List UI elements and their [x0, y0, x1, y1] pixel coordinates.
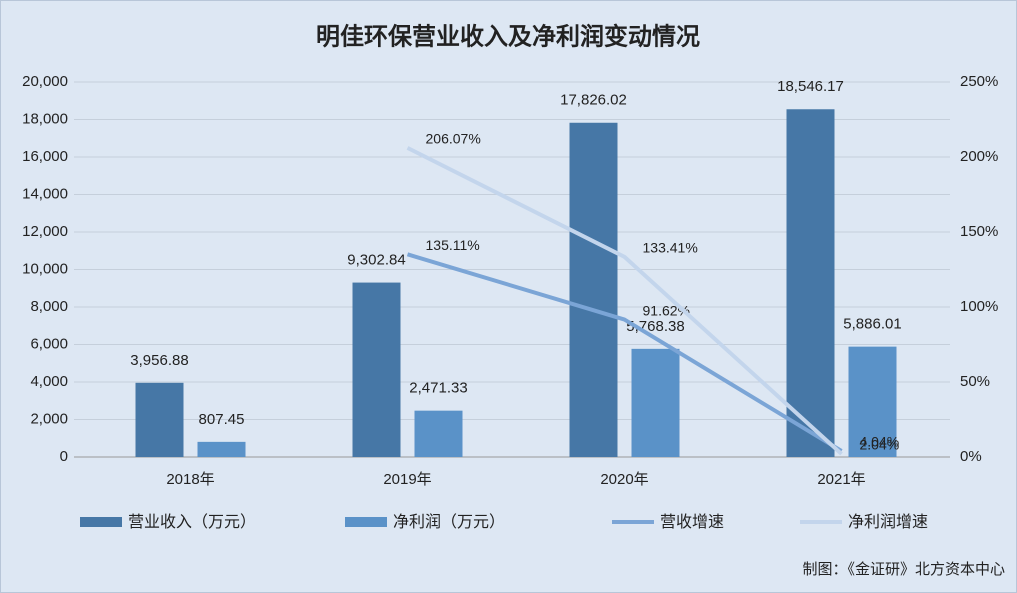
bar — [569, 122, 618, 458]
value-label: 3,956.88 — [130, 352, 188, 369]
value-label: 807.45 — [199, 411, 245, 428]
x-tick-label: 2019年 — [383, 471, 431, 488]
y-tick-label: 12,000 — [22, 223, 68, 240]
x-tick-label: 2021年 — [817, 471, 865, 488]
bar — [352, 282, 401, 457]
y2-tick-label: 250% — [960, 73, 998, 90]
x-tick-label: 2018年 — [166, 471, 214, 488]
value-label: 2.04% — [860, 437, 900, 453]
legend-swatch — [345, 517, 387, 527]
value-label: 17,826.02 — [560, 92, 627, 109]
value-label: 5,886.01 — [843, 316, 901, 333]
bar — [414, 410, 463, 457]
legend-label: 净利润（万元） — [393, 513, 505, 531]
chart-title: 明佳环保营业收入及净利润变动情况 — [316, 22, 700, 50]
y-tick-label: 2,000 — [30, 410, 68, 427]
bar — [135, 382, 184, 457]
y2-tick-label: 0% — [960, 448, 982, 465]
bar — [786, 109, 835, 458]
y-tick-label: 14,000 — [22, 185, 68, 202]
legend-label: 营业收入（万元） — [128, 513, 256, 531]
y2-tick-label: 200% — [960, 148, 998, 165]
source: 制图：《金证研》北方资本中心 — [802, 561, 1005, 578]
y-tick-label: 16,000 — [22, 148, 68, 165]
legend-swatch — [80, 517, 122, 527]
line — [406, 146, 843, 456]
value-label: 9,302.84 — [347, 252, 405, 269]
y-tick-label: 4,000 — [30, 373, 68, 390]
y-tick-label: 0 — [60, 448, 68, 465]
bar — [197, 441, 246, 457]
value-label: 206.07% — [426, 131, 481, 147]
y-tick-label: 8,000 — [30, 298, 68, 315]
y-tick-label: 20,000 — [22, 73, 68, 90]
value-label: 135.11% — [426, 237, 480, 253]
value-label: 2,471.33 — [409, 380, 467, 397]
value-label: 133.41% — [643, 240, 698, 256]
y-tick-label: 10,000 — [22, 260, 68, 277]
value-label: 18,546.17 — [777, 78, 844, 95]
y-tick-label: 18,000 — [22, 110, 68, 127]
y2-tick-label: 50% — [960, 373, 990, 390]
legend-label: 营收增速 — [660, 513, 724, 531]
line — [406, 252, 843, 453]
y2-tick-label: 100% — [960, 298, 998, 315]
bar — [631, 348, 680, 457]
bar — [848, 346, 897, 457]
x-tick-label: 2020年 — [600, 471, 648, 488]
y-tick-label: 6,000 — [30, 335, 68, 352]
y2-tick-label: 150% — [960, 223, 998, 240]
value-label: 4.04% — [860, 434, 900, 450]
legend-label: 净利润增速 — [848, 513, 928, 531]
